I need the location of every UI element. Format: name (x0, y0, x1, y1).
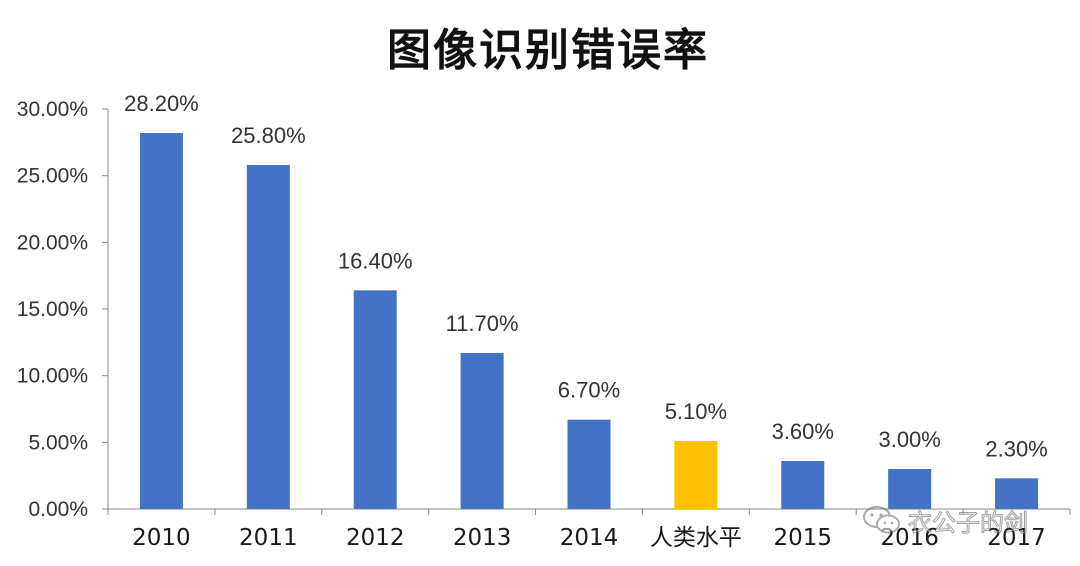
bar-2016 (888, 469, 932, 509)
x-tick-label: 2011 (239, 525, 298, 551)
data-label: 6.70% (558, 378, 620, 403)
bar-human-level (674, 441, 718, 509)
watermark-text: 衣公子的剑 (908, 508, 1029, 537)
y-tick-label: 5.00% (28, 431, 88, 454)
data-label: 2.30% (985, 436, 1047, 461)
x-tick-label: 2017 (987, 525, 1046, 551)
x-tick-label: 2015 (774, 525, 833, 551)
y-tick-label: 10.00% (17, 365, 88, 388)
bar-2017 (995, 478, 1039, 509)
y-tick-label: 25.00% (17, 165, 88, 188)
y-axis: 0.00% 5.00% 10.00% 15.00% 20.00% 25.00% 30.00% (17, 98, 109, 521)
y-tick-label: 15.00% (17, 298, 88, 321)
y-tick-label: 30.00% (17, 98, 88, 121)
bar-2011 (246, 165, 290, 509)
x-tick-label: 2010 (132, 525, 191, 551)
y-tick-label: 0.00% (28, 498, 88, 521)
data-label: 3.60% (772, 419, 834, 444)
watermark: 衣公子的剑 (862, 500, 1062, 540)
data-label: 3.00% (878, 427, 940, 452)
x-tick-label: 2012 (346, 525, 405, 551)
bar-2014 (567, 419, 611, 509)
bar-2012 (353, 290, 397, 509)
bar-2015 (781, 461, 825, 509)
chart-title: 图像识别错误率 (387, 25, 709, 76)
x-tick-label: 人类水平 (650, 525, 742, 551)
bar-2010 (139, 133, 183, 509)
data-label: 11.70% (446, 311, 519, 336)
data-labels: 28.20% 25.80% 16.40% 11.70% 6.70% 5.10% 3.60% 3… (124, 91, 1048, 461)
x-tick-label: 2014 (560, 525, 619, 551)
data-label: 16.40% (338, 248, 413, 273)
y-tick-label: 20.00% (17, 231, 88, 254)
x-tick-label: 2013 (453, 525, 512, 551)
bar-2013 (460, 353, 504, 509)
data-label: 25.80% (231, 123, 306, 148)
wechat-icon (863, 506, 900, 534)
data-label: 28.20% (124, 91, 199, 116)
bars (139, 133, 1039, 509)
data-label: 5.10% (665, 399, 727, 424)
